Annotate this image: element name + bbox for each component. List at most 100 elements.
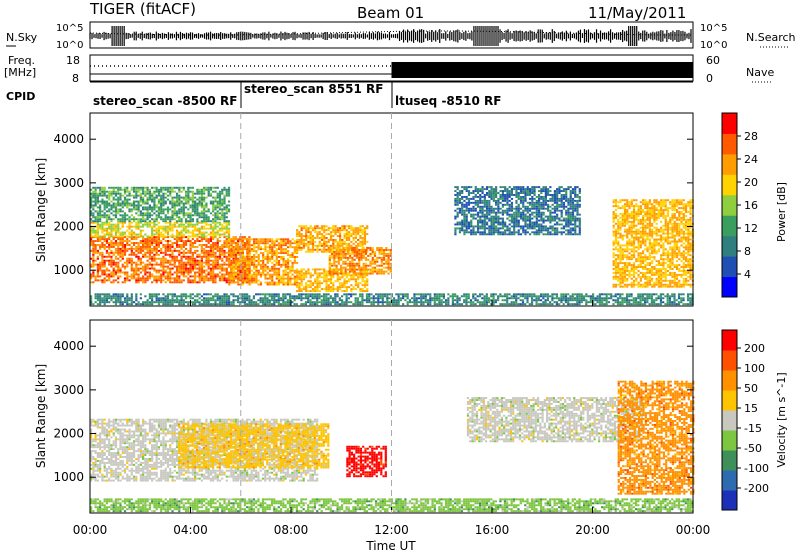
heatmap-cell [376, 256, 379, 259]
heatmap-cell [171, 233, 174, 236]
heatmap-cell [216, 229, 219, 232]
heatmap-cell [349, 247, 352, 250]
heatmap-cell [342, 249, 345, 251]
date-label: 11/May/2011 [588, 4, 686, 22]
heatmap-cell [173, 204, 176, 207]
heatmap-cell [345, 293, 348, 296]
heatmap-cell [293, 240, 296, 243]
heatmap-cell [389, 266, 392, 269]
heatmap-cell [99, 235, 102, 238]
heatmap-cell [244, 238, 247, 241]
heatmap-cell [114, 223, 118, 226]
heatmap-cell [533, 299, 536, 302]
heatmap-cell [130, 261, 133, 264]
heatmap-cell [236, 242, 240, 244]
heatmap-cell [189, 263, 192, 266]
heatmap-cell [307, 299, 310, 302]
heatmap-cell [153, 221, 156, 224]
heatmap-cell [126, 206, 129, 209]
heatmap-cell [121, 293, 124, 296]
heatmap-cell [343, 290, 346, 293]
heatmap-cell [200, 265, 204, 268]
heatmap-cell [187, 212, 190, 215]
heatmap-cell [218, 265, 222, 268]
heatmap-cell [142, 267, 145, 270]
heatmap-cell [198, 301, 201, 304]
heatmap-cell [323, 225, 326, 228]
heatmap-cell [257, 248, 260, 251]
heatmap-cell [180, 279, 183, 282]
heatmap-cell [153, 208, 156, 211]
heatmap-cell [119, 192, 122, 195]
heatmap-cell [277, 238, 281, 241]
heatmap-cell [395, 293, 398, 296]
heatmap-cell [320, 229, 324, 232]
heatmap-cell [237, 265, 240, 268]
heatmap-cell [343, 237, 346, 239]
heatmap-cell [300, 225, 303, 228]
heatmap-cell [227, 229, 231, 232]
heatmap-cell [361, 301, 364, 304]
heatmap-cell [110, 218, 113, 221]
heatmap-cell [191, 238, 194, 241]
heatmap-cell [316, 276, 319, 279]
heatmap-cell [227, 194, 231, 197]
heatmap-cell [132, 194, 136, 197]
heatmap-cell [338, 242, 342, 245]
heatmap-cell [137, 208, 140, 211]
heatmap-cell [112, 202, 115, 205]
heatmap-cell [241, 273, 244, 276]
heatmap-cell [160, 251, 163, 254]
heatmap-cell [331, 299, 335, 302]
heatmap-cell [332, 248, 335, 251]
heatmap-cell [205, 210, 208, 213]
heatmap-cell [360, 256, 363, 259]
heatmap-cell [99, 200, 102, 203]
heatmap-cell [371, 258, 374, 261]
heatmap-cell [96, 249, 99, 252]
heatmap-cell [194, 242, 197, 244]
heatmap-cell [119, 235, 122, 238]
heatmap-cell [148, 277, 151, 280]
heatmap-cell [200, 277, 204, 280]
heatmap-cell [262, 256, 265, 258]
heatmap-cell [218, 233, 222, 236]
heatmap-cell [289, 281, 292, 284]
heatmap-cell [194, 271, 197, 274]
heatmap-cell [271, 275, 274, 278]
heatmap-cell [166, 188, 170, 191]
heatmap-cell [323, 240, 326, 243]
heatmap-cell [166, 271, 170, 274]
heatmap-cell [221, 269, 224, 272]
heatmap-cell [92, 220, 95, 223]
heatmap-cell [221, 225, 224, 228]
heatmap-cell [381, 299, 384, 302]
heatmap-cell [325, 272, 328, 275]
heatmap-cell [255, 303, 258, 306]
heatmap-cell [99, 206, 102, 209]
heatmap-cell [200, 231, 204, 234]
heatmap-cell [110, 220, 113, 223]
heatmap-cell [377, 293, 380, 296]
heatmap-cell [126, 263, 129, 266]
heatmap-cell [325, 295, 328, 298]
heatmap-cell [515, 301, 518, 304]
heatmap-cell [241, 299, 244, 302]
heatmap-cell [148, 293, 151, 296]
heatmap-cell [171, 190, 174, 193]
heatmap-cell [117, 265, 120, 268]
heatmap-cell [108, 243, 111, 246]
heatmap-cell [214, 301, 217, 304]
heatmap-cell [282, 283, 285, 286]
heatmap-cell [139, 200, 142, 203]
heatmap-cell [114, 235, 118, 238]
heatmap-cell [309, 233, 312, 236]
heatmap-cell [253, 242, 256, 245]
heatmap-cell [157, 257, 161, 260]
heatmap-cell [139, 251, 142, 254]
heatmap-cell [182, 188, 185, 191]
heatmap-cell [117, 293, 120, 296]
heatmap-cell [216, 261, 219, 264]
noise-tick-bottom-left: 10^0 [56, 40, 83, 51]
heatmap-cell [241, 269, 244, 272]
